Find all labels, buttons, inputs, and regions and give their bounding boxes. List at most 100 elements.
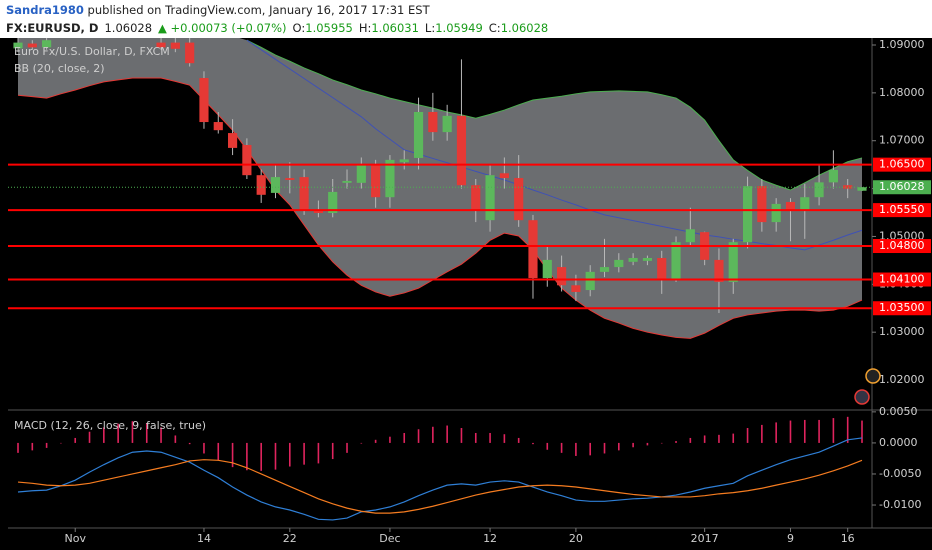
histogram-bar	[618, 442, 620, 451]
candle-body	[657, 257, 667, 281]
alert-icon[interactable]	[865, 368, 881, 384]
histogram-bar	[589, 442, 592, 456]
candle-body	[485, 175, 495, 221]
candle-body	[170, 42, 180, 49]
level-label-box	[873, 239, 931, 254]
candle-body	[528, 220, 538, 279]
y-tick-label: 0.0000	[879, 436, 918, 449]
candle-body	[413, 111, 424, 158]
indicator-line	[17, 459, 863, 514]
indicator-line	[17, 437, 863, 521]
last-price-box	[873, 180, 931, 195]
x-tick-label: 2017	[691, 532, 719, 545]
level-label-box	[873, 301, 931, 316]
histogram-bar	[188, 442, 191, 445]
y-tick-label: 1.02000	[879, 373, 925, 386]
last-price-label: 1.06028	[879, 180, 925, 193]
candle-body	[213, 122, 223, 131]
candle-body	[628, 257, 638, 262]
histogram-bar	[775, 422, 777, 443]
histogram-bar	[818, 419, 820, 443]
candle-body	[27, 43, 37, 48]
candle-body	[843, 185, 853, 189]
candle-body	[385, 159, 395, 198]
histogram-bar	[732, 433, 735, 443]
ohlc-value: 1.05949	[435, 21, 483, 35]
candle-body	[328, 191, 338, 213]
bb-legend: BB (20, close, 2)	[14, 62, 105, 75]
symbol: FX:EURUSD, D	[6, 21, 98, 35]
histogram-bar	[517, 437, 520, 443]
candle-body	[371, 165, 381, 198]
candle-body	[185, 42, 195, 64]
quote-line: FX:EURUSD, D 1.06028 ▲ +0.00073 (+0.07%) O:…	[6, 21, 548, 35]
ohlc-key: H:	[359, 21, 372, 35]
x-tick-label: 20	[569, 532, 583, 545]
candle-body	[199, 78, 209, 123]
histogram-bar	[432, 426, 434, 443]
candle-body	[614, 259, 624, 268]
price-pane	[8, 38, 872, 339]
y-tick-label: -0.0100	[879, 498, 921, 511]
indicator-line	[246, 39, 863, 251]
x-tick-label: 9	[787, 532, 794, 545]
candle-body	[557, 267, 567, 286]
ohlc-key: L:	[425, 21, 435, 35]
histogram-bar	[761, 424, 763, 443]
ohlc-key: O:	[293, 21, 306, 35]
candle-body	[671, 242, 681, 281]
candle-body	[728, 242, 738, 282]
bb-fill	[18, 38, 862, 339]
histogram-bar	[489, 432, 491, 443]
candle-body	[270, 177, 281, 193]
histogram-bar	[217, 442, 220, 461]
candle-body	[42, 40, 52, 48]
histogram-bar	[632, 442, 634, 448]
histogram-bar	[560, 442, 563, 453]
histogram-bar	[575, 442, 577, 456]
histogram-bar	[303, 442, 305, 465]
histogram-bar	[103, 427, 105, 443]
histogram-bar	[546, 442, 549, 450]
candle-body	[356, 165, 366, 183]
candle-body	[857, 187, 867, 191]
histogram-bar	[74, 437, 77, 443]
y-tick-label: 1.03000	[879, 325, 925, 338]
candle-body	[771, 203, 781, 223]
last-price: 1.06028	[104, 21, 152, 35]
y-tick-label: 1.08000	[879, 86, 925, 99]
candle-body	[785, 201, 796, 212]
x-tick-label: 16	[841, 532, 855, 545]
histogram-bar	[331, 442, 334, 460]
event-icon[interactable]	[854, 389, 870, 405]
candle-body	[285, 178, 295, 180]
candle-body	[742, 186, 753, 243]
candle-body	[599, 267, 610, 272]
x-tick-label: 14	[197, 532, 211, 545]
histogram-bar	[846, 416, 849, 443]
histogram-bar	[346, 442, 348, 453]
candle-body	[642, 257, 653, 261]
candle-body	[800, 197, 810, 212]
histogram-bar	[360, 442, 363, 444]
y-tick-label: 0.0050	[879, 405, 918, 418]
candle-body	[542, 259, 552, 279]
y-tick-label: -0.0050	[879, 467, 921, 480]
macd-pane	[17, 416, 863, 521]
histogram-bar	[60, 442, 62, 444]
histogram-bar	[689, 437, 692, 443]
x-tick-label: Dec	[379, 532, 400, 545]
histogram-bar	[460, 428, 463, 443]
candle-body	[571, 285, 581, 292]
histogram-bar	[503, 434, 506, 443]
histogram-bar	[203, 442, 205, 454]
author[interactable]: Sandra1980	[6, 3, 84, 17]
ohlc-value: 1.05955	[305, 21, 353, 35]
candle-body	[242, 145, 252, 176]
y-tick-label: 1.09000	[879, 38, 925, 51]
histogram-bar	[88, 431, 91, 443]
change: ▲ +0.00073 (+0.07%)	[158, 21, 287, 35]
ohlc-key: C:	[489, 21, 501, 35]
